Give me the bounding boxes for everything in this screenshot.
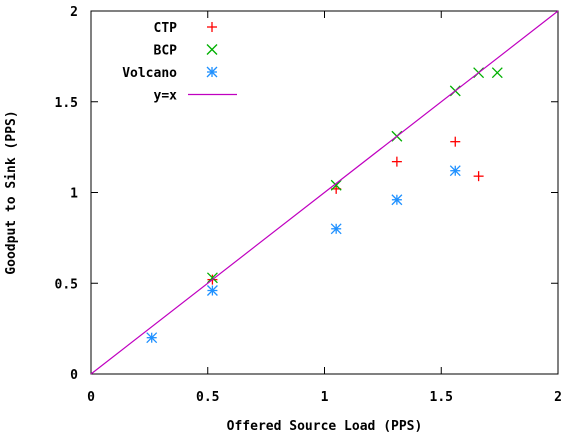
- data-point-volcano: [206, 285, 218, 296]
- data-point-ctp: [391, 156, 402, 167]
- legend-label-y-x: y=x: [154, 89, 178, 104]
- x-tick-label: 1: [321, 390, 329, 405]
- y-tick-label: 0.5: [55, 277, 78, 292]
- data-point-bcp: [491, 67, 503, 79]
- legend-swatch-ctp: [207, 22, 217, 32]
- y-axis-label: Goodput to Sink (PPS): [4, 110, 19, 274]
- legend-label-volcano: Volcano: [122, 66, 177, 81]
- y-tick-label: 1.5: [55, 96, 78, 111]
- x-tick-label: 0.5: [196, 390, 219, 405]
- x-tick-label: 0: [87, 390, 95, 405]
- data-point-ctp: [450, 136, 461, 147]
- series-line-y-x: [90, 10, 559, 375]
- y-tick-label: 1: [70, 187, 78, 202]
- data-point-volcano: [449, 165, 461, 177]
- data-point-volcano: [146, 332, 158, 344]
- x-tick-label: 2: [554, 390, 562, 405]
- legend-label-ctp: CTP: [154, 21, 178, 36]
- legend-swatch-volcano: [206, 66, 218, 78]
- data-point-bcp: [206, 272, 218, 284]
- data-point-volcano: [330, 223, 342, 235]
- y-tick-label: 0: [70, 368, 78, 383]
- legend-label-bcp: BCP: [154, 44, 178, 59]
- x-tick-label: 1.5: [430, 390, 453, 405]
- data-point-ctp: [473, 171, 484, 182]
- data-point-bcp: [330, 179, 342, 191]
- y-tick-label: 2: [70, 5, 78, 20]
- legend-swatch-bcp: [206, 44, 218, 55]
- x-axis-label: Offered Source Load (PPS): [227, 419, 423, 434]
- data-point-volcano: [391, 194, 403, 206]
